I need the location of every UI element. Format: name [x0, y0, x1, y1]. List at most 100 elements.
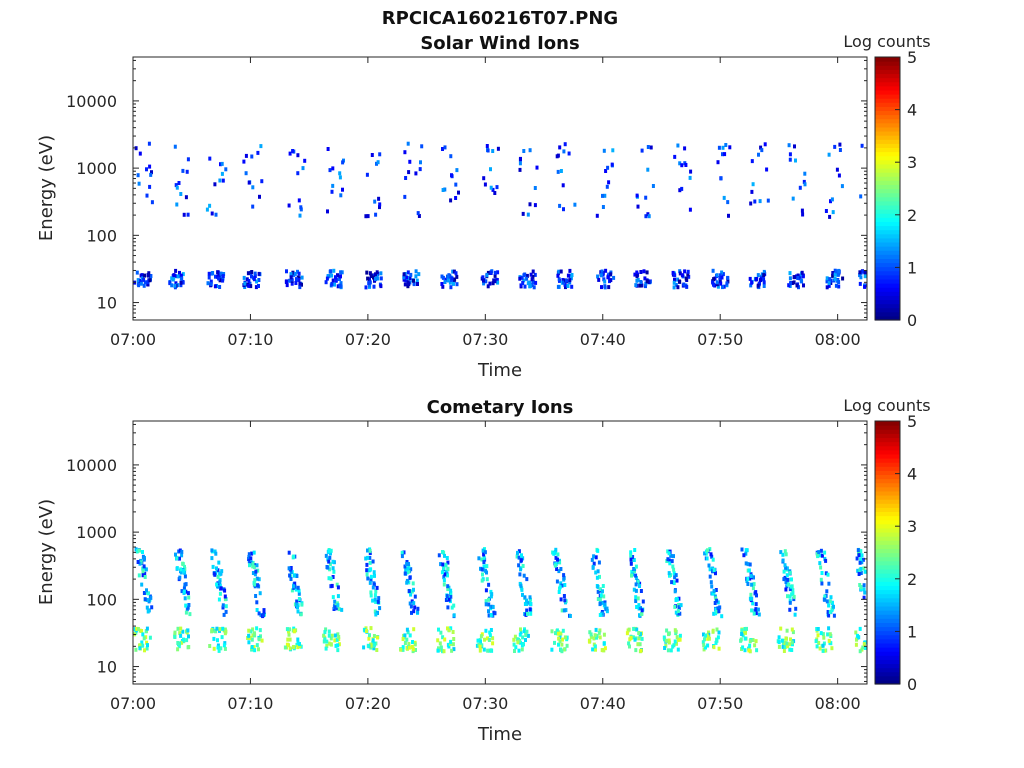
- colorbar-tick-label: 3: [907, 517, 917, 536]
- heatmap-cell: [558, 145, 562, 150]
- heatmap-cell: [176, 647, 180, 652]
- heatmap-cell: [749, 574, 753, 579]
- heatmap-cell: [219, 162, 222, 167]
- heatmap-cell: [860, 143, 864, 148]
- heatmap-cell: [331, 575, 335, 579]
- heatmap-cell: [759, 278, 762, 283]
- heatmap-cell: [634, 595, 638, 600]
- heatmap-cell: [289, 577, 293, 581]
- heatmap-cell: [516, 640, 520, 645]
- heatmap-cell: [254, 569, 258, 574]
- y-axis-label: Energy (eV): [36, 499, 57, 605]
- heatmap-cell: [341, 160, 345, 165]
- heatmap-cell: [379, 276, 383, 281]
- heatmap-cell: [833, 276, 837, 281]
- heatmap-cell: [450, 276, 454, 281]
- heatmap-cell: [247, 628, 251, 633]
- heatmap-cell: [680, 186, 684, 191]
- heatmap-cell: [829, 199, 832, 204]
- heatmap-cell: [406, 284, 410, 289]
- heatmap-cell: [817, 550, 821, 555]
- heatmap-cell: [134, 146, 138, 151]
- heatmap-cell: [325, 644, 329, 648]
- heatmap-cell: [212, 636, 216, 641]
- x-tick-label: 07:30: [462, 694, 508, 713]
- heatmap-cell: [485, 273, 489, 278]
- heatmap-cell: [790, 640, 794, 645]
- heatmap-cell: [820, 571, 824, 575]
- heatmap-cell: [598, 587, 602, 592]
- heatmap-cell: [333, 599, 337, 604]
- colorbar-segment: [875, 262, 900, 268]
- heatmap-cell: [288, 151, 292, 156]
- heatmap-cell: [725, 281, 729, 286]
- heatmap-cell: [836, 272, 840, 277]
- heatmap-cell: [631, 555, 635, 559]
- heatmap-cell: [857, 553, 861, 558]
- heatmap-cell: [636, 596, 640, 601]
- heatmap-cell: [369, 590, 373, 595]
- heatmap-cell: [412, 609, 416, 614]
- heatmap-cell: [407, 562, 410, 566]
- heatmap-cell: [748, 643, 752, 648]
- heatmap-cell: [418, 167, 422, 172]
- heatmap-cell: [403, 150, 407, 155]
- heatmap-cell: [533, 203, 537, 208]
- heatmap-cell: [749, 283, 753, 288]
- heatmap-cell: [721, 152, 724, 157]
- heatmap-cell: [601, 193, 604, 198]
- heatmap-cell: [558, 203, 562, 208]
- heatmap-cell: [437, 646, 440, 651]
- colorbar-segment: [875, 655, 900, 660]
- heatmap-cell: [821, 648, 825, 653]
- heatmap-cell: [448, 642, 452, 646]
- heatmap-cell: [715, 627, 719, 632]
- heatmap-cell: [341, 187, 344, 192]
- heatmap-cell: [561, 183, 565, 188]
- heatmap-cell: [211, 271, 215, 275]
- heatmap-cell: [401, 637, 405, 641]
- heatmap-cell: [174, 268, 178, 273]
- colorbar-segment: [875, 667, 900, 673]
- heatmap-cell: [688, 207, 692, 212]
- heatmap-cell: [446, 278, 450, 283]
- colorbar-segment: [875, 503, 900, 508]
- heatmap-cell: [531, 280, 535, 285]
- heatmap-cell: [855, 637, 859, 642]
- heatmap-cell: [718, 276, 722, 281]
- heatmap-cell: [176, 641, 180, 645]
- heatmap-cell: [405, 627, 409, 632]
- heatmap-cell: [220, 569, 224, 574]
- heatmap-cell: [148, 278, 152, 283]
- heatmap-cell: [834, 283, 838, 288]
- heatmap-cell: [819, 631, 823, 636]
- heatmap-cell: [364, 285, 368, 290]
- heatmap-cell: [779, 550, 783, 555]
- heatmap-cell: [175, 566, 179, 571]
- heatmap-cell: [145, 598, 149, 602]
- heatmap-cell: [221, 626, 225, 631]
- colorbar-tick-label: 4: [907, 465, 917, 484]
- heatmap-cell: [784, 552, 788, 557]
- heatmap-cell: [337, 642, 341, 647]
- heatmap-cell: [368, 283, 372, 288]
- heatmap-cell: [407, 645, 411, 650]
- heatmap-cell: [149, 172, 153, 177]
- heatmap-cell: [827, 581, 831, 586]
- heatmap-cell: [784, 587, 788, 592]
- heatmap-cell: [595, 575, 599, 580]
- colorbar-segment: [875, 85, 900, 91]
- heatmap-cell: [854, 642, 858, 647]
- heatmap-cell: [288, 627, 291, 632]
- heatmap-cell: [181, 561, 185, 566]
- colorbar-segment: [875, 429, 900, 434]
- colorbar-segment: [875, 287, 900, 292]
- heatmap-cell: [369, 274, 373, 278]
- heatmap-cell: [860, 553, 864, 558]
- heatmap-cell: [596, 589, 600, 594]
- heatmap-cell: [480, 578, 484, 583]
- heatmap-cell: [663, 637, 667, 642]
- heatmap-cell: [791, 588, 795, 593]
- heatmap-cell: [726, 200, 730, 205]
